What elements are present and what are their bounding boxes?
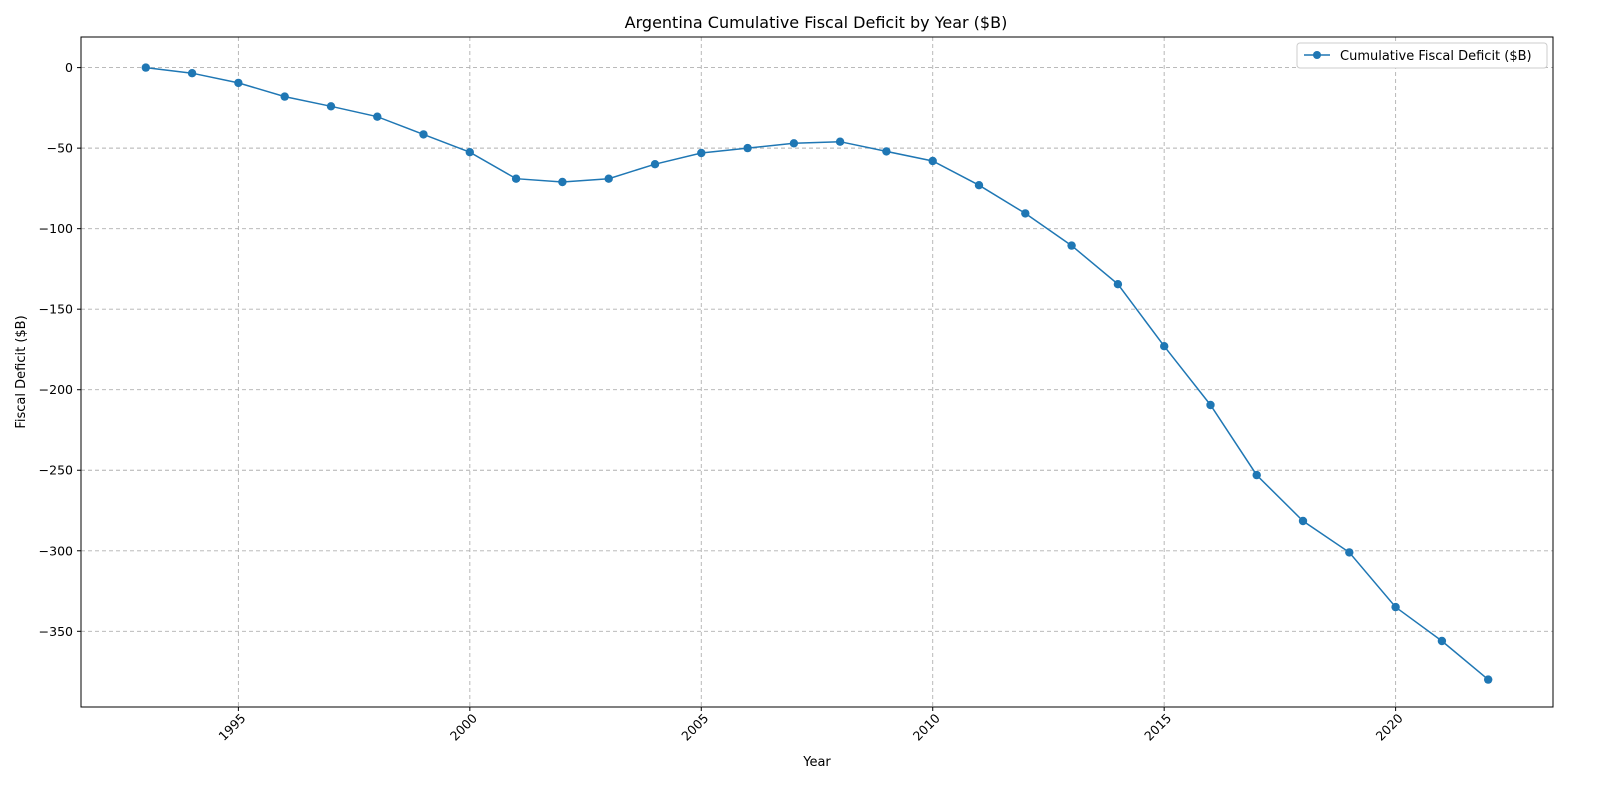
data-point bbox=[697, 148, 706, 158]
y-tick-label: −250 bbox=[39, 463, 73, 478]
data-point bbox=[928, 156, 937, 166]
y-tick-label: −100 bbox=[39, 221, 73, 236]
x-tick-label: 2010 bbox=[910, 710, 943, 743]
x-tick-label: 2000 bbox=[447, 710, 480, 743]
data-point bbox=[280, 92, 289, 101]
data-point bbox=[419, 130, 428, 139]
y-tick-label: −200 bbox=[39, 382, 73, 397]
data-point bbox=[835, 137, 845, 146]
data-point bbox=[511, 174, 521, 183]
data-point bbox=[141, 63, 150, 72]
data-point bbox=[1345, 548, 1354, 557]
legend-label: Cumulative Fiscal Deficit ($B) bbox=[1340, 49, 1532, 64]
data-point bbox=[1437, 636, 1447, 646]
data-point bbox=[465, 148, 474, 157]
data-point bbox=[1391, 602, 1400, 612]
x-tick-label: 2020 bbox=[1373, 710, 1406, 743]
data-point bbox=[882, 147, 891, 156]
data-point bbox=[1252, 470, 1261, 480]
data-point bbox=[604, 174, 613, 183]
data-point bbox=[1113, 280, 1123, 289]
data-point bbox=[1298, 516, 1308, 526]
legend: Cumulative Fiscal Deficit ($B) bbox=[1296, 42, 1548, 69]
data-point bbox=[1160, 342, 1169, 351]
x-tick-label: 2005 bbox=[678, 711, 711, 744]
chart-title: Argentina Cumulative Fiscal Deficit by Y… bbox=[625, 13, 1008, 32]
plot-frame bbox=[80, 36, 1554, 708]
x-axis-label: Year bbox=[802, 755, 831, 770]
data-point bbox=[373, 112, 382, 121]
data-point bbox=[326, 102, 336, 111]
y-axis-ticks: 0 −50 −100 −150 −200 −250 −300 −350 bbox=[39, 60, 81, 639]
data-point bbox=[789, 139, 799, 148]
data-point bbox=[187, 69, 197, 78]
y-tick-label: −50 bbox=[47, 141, 73, 156]
x-axis-ticks: 1995 2000 2005 2010 2015 2020 bbox=[215, 707, 1406, 744]
data-point bbox=[234, 78, 243, 88]
series-layer bbox=[141, 63, 1493, 684]
data-point bbox=[650, 160, 660, 169]
data-point bbox=[1206, 400, 1215, 410]
x-tick-label: 2015 bbox=[1141, 711, 1174, 744]
legend-marker-swatch bbox=[1313, 51, 1321, 59]
y-tick-label: −300 bbox=[39, 543, 73, 558]
y-tick-label: 0 bbox=[65, 60, 73, 75]
data-point bbox=[1067, 241, 1076, 250]
y-tick-label: −350 bbox=[39, 624, 73, 639]
grid bbox=[81, 37, 1553, 707]
data-point bbox=[743, 143, 752, 153]
series-line bbox=[145, 66, 1489, 681]
data-point bbox=[974, 181, 984, 190]
data-point bbox=[558, 177, 567, 187]
y-axis-label: Fiscal Deficit ($B) bbox=[14, 315, 29, 428]
data-point bbox=[1484, 675, 1493, 684]
data-point bbox=[1021, 209, 1030, 218]
y-tick-label: −150 bbox=[39, 302, 73, 317]
legend-box bbox=[1296, 42, 1548, 69]
x-tick-label: 1995 bbox=[215, 711, 248, 744]
